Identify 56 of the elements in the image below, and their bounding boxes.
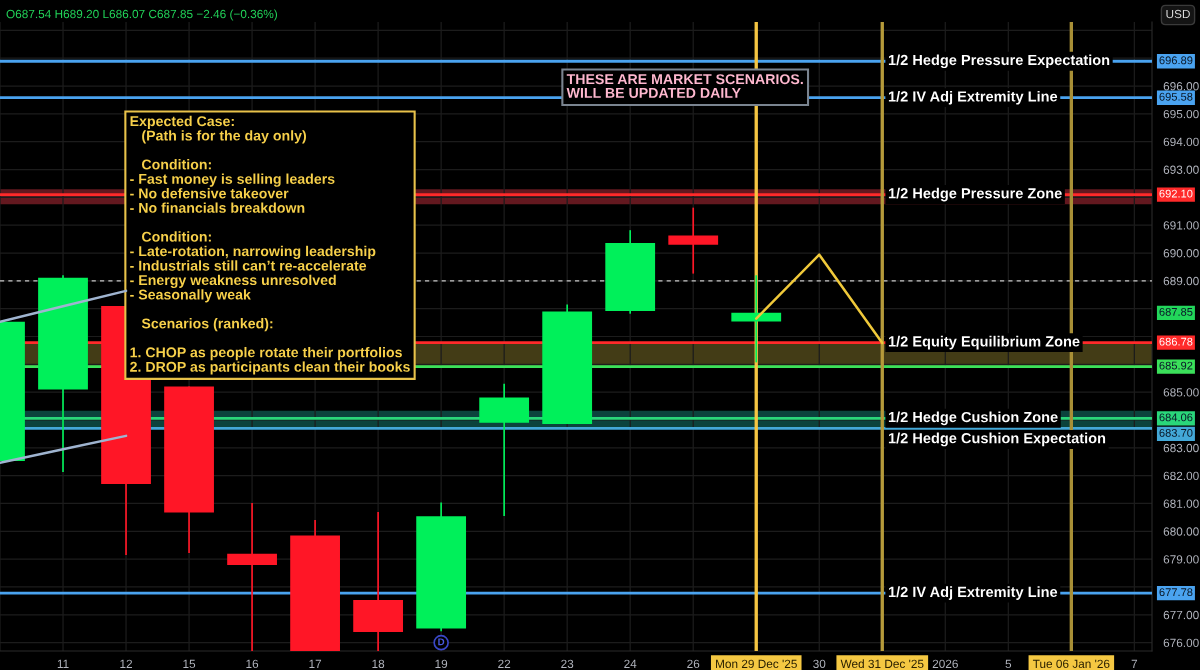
- x-tick-label: 2026: [932, 659, 958, 668]
- y-tick-label: 676.00: [1163, 638, 1199, 648]
- y-tick-label: 679.00: [1163, 555, 1199, 564]
- ref-line-label: 1/2 IV Adj Extremity Line: [888, 90, 1058, 105]
- ref-line-label: 1/2 Hedge Pressure Zone: [888, 187, 1062, 202]
- x-tick-label: 5: [1005, 659, 1012, 668]
- text: 695.58: [1159, 92, 1193, 101]
- text: 683.70: [1159, 428, 1193, 437]
- x-tick-label: 7: [1131, 659, 1138, 668]
- x-tick-label: 12: [120, 659, 133, 668]
- annotation: D: [438, 638, 445, 646]
- y-tick-label: 682.00: [1163, 471, 1199, 481]
- text: Expected Case: (Path is for the day only) Condition: - Fast money is selling leaders - No defensive takeover - No financials breakdown Condition: - Late-rotation, narrowing leadership - Industrials still can’t re-accelerate - Energy weakness unresolved - Seasonally weak Scenarios (ranked): 1. CHOP as people rotate their portfolios 2. DROP as participants clean their books: [130, 115, 410, 375]
- text: 687.85: [1159, 307, 1193, 316]
- ref-line-label: 1/2 Hedge Cushion Expectation: [888, 432, 1106, 447]
- ref-line-label: 1/2 Hedge Cushion Zone: [888, 411, 1058, 426]
- y-tick-label: 683.00: [1163, 443, 1199, 453]
- ref-line-label: 1/2 Equity Equilibrium Zone: [888, 335, 1080, 350]
- y-tick-label: 690.00: [1163, 249, 1199, 258]
- candlestick: [668, 206, 719, 275]
- y-tick-label: 680.00: [1163, 527, 1199, 536]
- x-tick-label: Wed 31 Dec '25: [840, 659, 924, 668]
- y-tick-label: 693.00: [1163, 165, 1199, 174]
- candlestick: [227, 502, 277, 651]
- ref-line-label: 1/2 IV Adj Extremity Line: [888, 586, 1058, 600]
- y-tick-label: 685.00: [1163, 388, 1199, 397]
- y-axis-title: USD: [1166, 9, 1190, 19]
- x-tick-label: 17: [309, 659, 322, 668]
- x-tick-label: Mon 29 Dec '25: [716, 659, 797, 668]
- x-tick-label: 23: [561, 659, 574, 668]
- y-tick-label: 694.00: [1163, 137, 1199, 147]
- x-tick-label: 26: [687, 659, 700, 668]
- text: 696.89: [1159, 56, 1193, 65]
- y-tick-label: 677.00: [1163, 610, 1199, 620]
- y-tick-label: 689.00: [1163, 276, 1199, 286]
- y-tick-label: 681.00: [1163, 499, 1199, 508]
- x-tick-label: 22: [498, 659, 511, 668]
- text: 685.92: [1159, 361, 1193, 370]
- y-tick-label: 691.00: [1163, 221, 1199, 230]
- y-tick-label: 696.00: [1163, 82, 1199, 91]
- chart-subtitle: O687.54 H689.20 L686.07 C687.85 −2.46 (−0.36%): [6, 9, 277, 21]
- x-tick-label: 16: [246, 659, 259, 668]
- text: 686.78: [1159, 337, 1193, 346]
- x-tick-label: 30: [813, 659, 826, 668]
- y-tick-label: 695.00: [1163, 109, 1199, 119]
- x-tick-label: 11: [57, 659, 69, 668]
- ref-line-label: 1/2 Hedge Pressure Expectation: [888, 54, 1110, 69]
- text: 684.06: [1159, 413, 1193, 422]
- x-tick-label: 15: [183, 659, 196, 668]
- x-tick-label: 18: [372, 659, 385, 668]
- text: 677.78: [1159, 588, 1193, 597]
- annotation: THESE ARE MARKET SCENARIOS. WILL BE UPDATED DAILY: [566, 74, 803, 98]
- text: 692.10: [1159, 189, 1193, 198]
- x-tick-label: 19: [435, 659, 448, 668]
- x-tick-label: 24: [624, 659, 637, 668]
- x-tick-label: Tue 06 Jan '26: [1032, 659, 1110, 668]
